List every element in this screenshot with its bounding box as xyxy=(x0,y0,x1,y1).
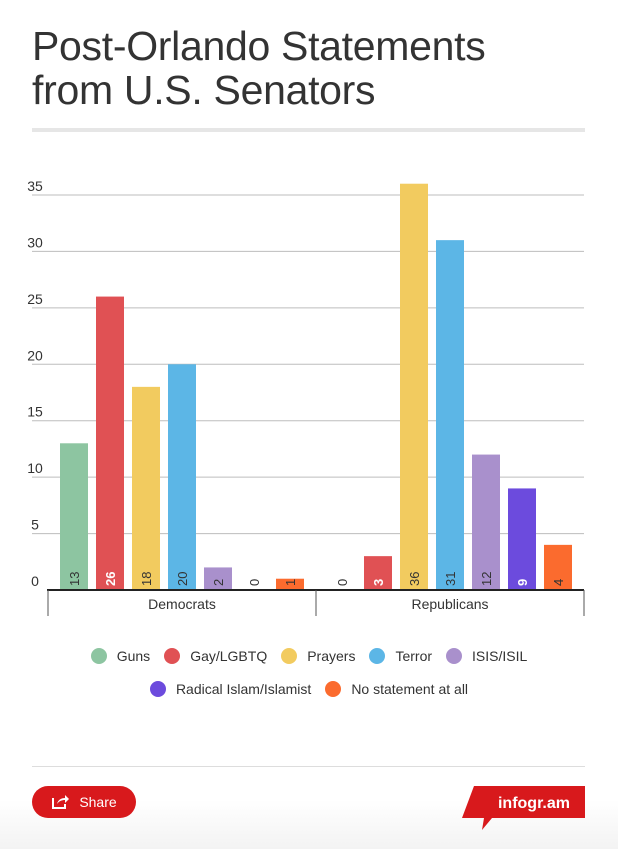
data-label: 36 xyxy=(407,572,422,586)
bar-gay-lgbtq-republicans xyxy=(364,556,392,590)
legend-swatch xyxy=(325,681,342,697)
data-label: 20 xyxy=(175,572,190,586)
data-label: 12 xyxy=(479,572,494,586)
legend-item[interactable]: Terror xyxy=(369,648,432,664)
legend-item[interactable]: Prayers xyxy=(281,648,355,664)
legend-item[interactable]: No statement at all xyxy=(325,681,468,697)
legend-item[interactable]: Guns xyxy=(90,648,151,664)
share-label: Share xyxy=(79,794,117,810)
data-label: 9 xyxy=(515,579,530,586)
y-tick-label: 25 xyxy=(27,291,43,307)
share-button[interactable]: Share xyxy=(32,786,136,818)
legend-row-2: Radical Islam/Islamist No statement at al… xyxy=(0,681,618,697)
share-icon xyxy=(52,795,70,809)
data-label: 0 xyxy=(247,579,262,586)
data-label: 4 xyxy=(551,579,566,586)
bar-guns-democrats xyxy=(60,443,88,590)
bar-gay-lgbtq-democrats xyxy=(96,296,124,590)
legend-swatch xyxy=(149,681,166,697)
legend-swatch xyxy=(446,648,463,664)
data-label: 3 xyxy=(371,579,386,586)
data-label: 31 xyxy=(443,572,458,586)
legend-label: Terror xyxy=(395,648,433,664)
bar-no-statement-at-all-democrats xyxy=(276,578,304,590)
bar-prayers-democrats xyxy=(132,386,160,590)
y-tick-label: 10 xyxy=(27,460,43,476)
bar-radical-islam-islamist-republicans xyxy=(508,488,536,590)
data-label: 1 xyxy=(283,579,298,586)
title-line-2: from U.S. Senators xyxy=(32,67,376,113)
legend-item[interactable]: Radical Islam/Islamist xyxy=(149,681,312,697)
bar-isis-isil-republicans xyxy=(472,454,500,590)
legend-label: Gay/LGBTQ xyxy=(190,648,268,664)
data-label: 26 xyxy=(103,572,118,586)
legend-item[interactable]: Gay/LGBTQ xyxy=(164,648,267,664)
title-divider xyxy=(32,128,585,132)
legend-swatch xyxy=(164,648,181,664)
y-tick-label: 20 xyxy=(27,347,43,363)
legend-label: Guns xyxy=(116,648,151,664)
legend-label: Prayers xyxy=(307,648,356,664)
infogram-logo[interactable]: infogr.am xyxy=(462,786,585,832)
y-tick-label: 5 xyxy=(31,517,39,533)
page-title: Post-Orlando Statements from U.S. Senato… xyxy=(32,23,486,113)
legend-row-1: Guns Gay/LGBTQ Prayers Terror ISIS/ISIL xyxy=(0,648,618,664)
logo-text: infogr.am xyxy=(498,795,570,812)
title-line-1: Post-Orlando Statements xyxy=(32,23,486,69)
x-category-label: Republicans xyxy=(411,596,488,612)
bar-terror-democrats xyxy=(168,364,196,590)
footer-divider xyxy=(32,766,585,767)
y-tick-label: 15 xyxy=(27,404,43,420)
bar-terror-republicans xyxy=(436,240,464,590)
legend-label: No statement at all xyxy=(351,681,469,697)
y-tick-label: 0 xyxy=(31,573,39,589)
legend-swatch xyxy=(90,648,107,664)
x-category-label: Democrats xyxy=(148,596,216,612)
legend-item[interactable]: ISIS/ISIL xyxy=(446,648,527,664)
y-tick-label: 30 xyxy=(27,234,43,250)
legend-label: ISIS/ISIL xyxy=(472,648,528,664)
data-label: 13 xyxy=(67,572,82,586)
bar-prayers-republicans xyxy=(400,183,428,590)
y-tick-label: 35 xyxy=(27,178,43,194)
legend-swatch xyxy=(369,648,386,664)
bar-isis-isil-democrats xyxy=(204,567,232,590)
data-label: 2 xyxy=(211,579,226,586)
legend-label: Radical Islam/Islamist xyxy=(175,681,312,697)
bar-no-statement-at-all-republicans xyxy=(544,544,572,590)
legend-swatch xyxy=(281,648,298,664)
data-label: 18 xyxy=(139,572,154,586)
data-label: 0 xyxy=(335,579,350,586)
